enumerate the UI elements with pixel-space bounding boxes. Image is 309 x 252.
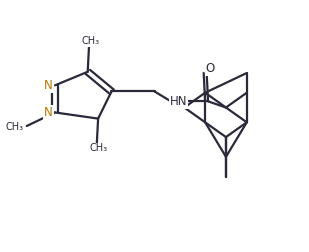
Text: N: N — [44, 79, 53, 92]
Text: O: O — [205, 62, 215, 75]
Text: CH₃: CH₃ — [82, 36, 100, 46]
Text: N: N — [44, 106, 53, 119]
Text: CH₃: CH₃ — [6, 122, 24, 132]
Text: HN: HN — [170, 95, 187, 108]
Text: CH₃: CH₃ — [89, 143, 107, 153]
